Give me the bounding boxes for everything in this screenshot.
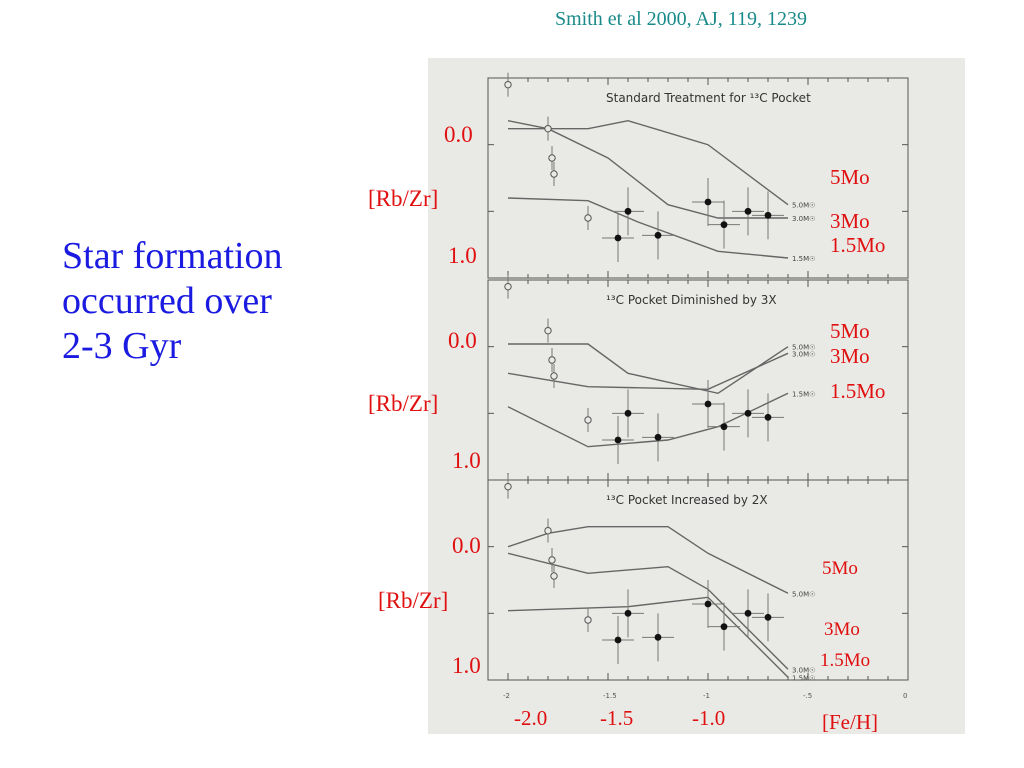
model-curve — [507, 120, 788, 219]
model-curve — [507, 552, 789, 670]
filled-data-point — [614, 234, 622, 242]
filled-data-point — [624, 609, 632, 617]
model-curve-label: 5.0M☉ — [792, 590, 815, 598]
open-data-point — [550, 170, 558, 178]
model-curve-label: 1.5M☉ — [792, 255, 815, 263]
y-label-one-bottom: 1.0 — [452, 653, 481, 678]
filled-data-point — [614, 436, 622, 444]
x-axis-label: [Fe/H] — [822, 710, 878, 734]
y-label-zero-bottom: 0.0 — [452, 533, 481, 558]
mass-15-bottom: 1.5Mo — [820, 650, 871, 671]
y-label-one-top: 1.0 — [448, 243, 477, 268]
filled-data-point — [764, 211, 772, 219]
open-data-point — [544, 124, 552, 133]
model-curve — [507, 392, 789, 448]
x-tick-label: -.5 — [803, 692, 812, 700]
model-curve — [508, 343, 789, 395]
x-tick-label-1: -1.5 — [600, 706, 634, 730]
mass-15-mid: 1.5Mo — [830, 379, 886, 403]
x-tick-label: 0 — [903, 692, 907, 700]
headline-line-3: 2-3 Gyr — [62, 325, 182, 367]
mass-5-mid: 5Mo — [830, 319, 870, 343]
x-tick-label-2: -1.0 — [692, 706, 726, 730]
y-label-one-mid: 1.0 — [452, 448, 481, 473]
filled-data-point — [704, 198, 712, 206]
mass-3-top: 3Mo — [830, 209, 870, 233]
model-curve-label: 3.0M☉ — [792, 215, 815, 223]
filled-data-point — [720, 623, 728, 631]
filled-data-point — [744, 207, 752, 215]
open-data-point — [544, 526, 552, 535]
filled-data-point — [624, 207, 632, 215]
model-curve-label: 5.0M☉ — [792, 202, 815, 210]
panel-title: Standard Treatment for ¹³C Pocket — [606, 91, 811, 105]
x-tick-label: -1 — [703, 692, 710, 700]
filled-data-point — [654, 633, 662, 641]
open-data-point — [584, 616, 592, 624]
open-data-point — [548, 356, 556, 364]
model-curve — [507, 197, 789, 259]
filled-data-point — [624, 409, 632, 417]
filled-data-point — [704, 600, 712, 608]
panel-frame — [487, 479, 909, 681]
mass-3-mid: 3Mo — [830, 344, 870, 368]
filled-data-point — [744, 609, 752, 617]
open-data-point — [504, 80, 512, 89]
citation: Smith et al 2000, AJ, 119, 1239 — [555, 8, 808, 30]
filled-data-point — [764, 413, 772, 421]
filled-data-point — [720, 221, 728, 229]
open-data-point — [584, 214, 592, 222]
mass-3-bottom: 3Mo — [824, 619, 860, 640]
figure-svg: Standard Treatment for ¹³C Pocket5.0M☉3.… — [487, 72, 909, 700]
filled-data-point — [654, 231, 662, 239]
open-data-point — [548, 154, 556, 162]
headline-line-2: occurred over — [62, 280, 272, 322]
filled-data-point — [704, 400, 712, 408]
open-data-point — [504, 482, 512, 491]
model-curve-label: 1.5M☉ — [792, 390, 815, 398]
model-curve — [507, 352, 789, 391]
headline: Star formation occurred over 2-3 Gyr — [62, 234, 362, 369]
open-data-point — [550, 372, 558, 380]
open-data-point — [548, 556, 556, 564]
filled-data-point — [720, 423, 728, 431]
model-curve — [508, 119, 789, 206]
filled-data-point — [744, 409, 752, 417]
model-curve-label: 3.0M☉ — [792, 666, 815, 674]
y-label-zero-top: 0.0 — [444, 122, 473, 147]
model-curve — [507, 526, 789, 594]
open-data-point — [550, 572, 558, 580]
headline-line-1: Star formation — [62, 235, 283, 277]
y-label-zero-mid: 0.0 — [448, 328, 477, 353]
x-tick-label: -2 — [503, 692, 510, 700]
y-axis-label-bottom: [Rb/Zr] — [378, 588, 449, 613]
mass-5-bottom: 5Mo — [822, 558, 858, 579]
open-data-point — [544, 326, 552, 335]
filled-data-point — [654, 433, 662, 441]
filled-data-point — [614, 636, 622, 644]
model-curve-label: 3.0M☉ — [792, 350, 815, 358]
model-curve-label: 1.5M☉ — [792, 674, 815, 682]
x-tick-label-0: -2.0 — [514, 706, 548, 730]
panel-frame — [487, 77, 909, 279]
filled-data-point — [764, 613, 772, 621]
panel-title: ¹³C Pocket Diminished by 3X — [606, 293, 777, 307]
open-data-point — [504, 282, 512, 291]
mass-15-top: 1.5Mo — [830, 233, 886, 257]
y-axis-label-top: [Rb/Zr] — [368, 186, 439, 211]
mass-5-top: 5Mo — [830, 165, 870, 189]
x-tick-label: -1.5 — [603, 692, 617, 700]
panel-title: ¹³C Pocket Increased by 2X — [606, 493, 768, 507]
model-curve-label: 5.0M☉ — [792, 344, 815, 352]
y-axis-label-mid: [Rb/Zr] — [368, 391, 439, 416]
scanned-figure: Standard Treatment for ¹³C Pocket 5.0M☉ 3.… — [428, 58, 965, 734]
open-data-point — [584, 416, 592, 424]
